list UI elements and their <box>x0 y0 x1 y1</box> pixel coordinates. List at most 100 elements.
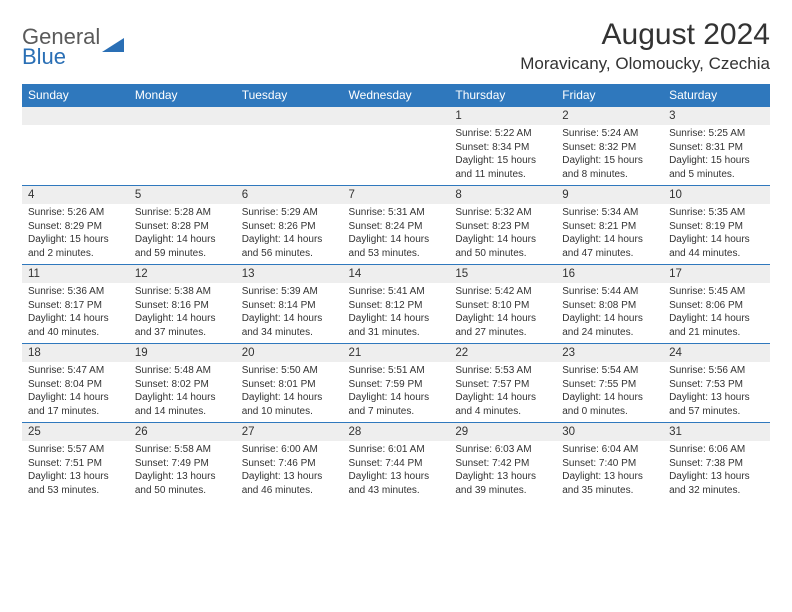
day-detail-line: Daylight: 15 hours and 11 minutes. <box>455 154 550 181</box>
day-number: 22 <box>449 344 556 363</box>
week-daynum-row: 18192021222324 <box>22 344 770 363</box>
day-detail-line: Sunrise: 5:25 AM <box>669 127 764 141</box>
day-detail-line: Sunset: 8:08 PM <box>562 299 657 313</box>
week-details-row: Sunrise: 5:26 AMSunset: 8:29 PMDaylight:… <box>22 204 770 265</box>
day-details: Sunrise: 6:06 AMSunset: 7:38 PMDaylight:… <box>663 441 770 501</box>
day-detail-line: Sunset: 8:21 PM <box>562 220 657 234</box>
day-detail-line: Sunset: 8:28 PM <box>135 220 230 234</box>
day-detail-line: Daylight: 14 hours and 0 minutes. <box>562 391 657 418</box>
day-number: 6 <box>236 186 343 205</box>
location-subtitle: Moravicany, Olomoucky, Czechia <box>520 54 770 74</box>
day-detail-line: Sunrise: 5:48 AM <box>135 364 230 378</box>
day-detail-line: Daylight: 14 hours and 4 minutes. <box>455 391 550 418</box>
week-details-row: Sunrise: 5:22 AMSunset: 8:34 PMDaylight:… <box>22 125 770 186</box>
day-details: Sunrise: 6:04 AMSunset: 7:40 PMDaylight:… <box>556 441 663 501</box>
day-detail-line: Sunrise: 5:22 AM <box>455 127 550 141</box>
day-detail-line: Sunrise: 5:45 AM <box>669 285 764 299</box>
day-detail-line: Sunrise: 5:50 AM <box>242 364 337 378</box>
day-detail-line: Sunset: 7:40 PM <box>562 457 657 471</box>
day-detail-line: Sunrise: 5:53 AM <box>455 364 550 378</box>
day-detail-line: Daylight: 14 hours and 27 minutes. <box>455 312 550 339</box>
day-details: Sunrise: 5:50 AMSunset: 8:01 PMDaylight:… <box>236 362 343 423</box>
day-header: Thursday <box>449 84 556 107</box>
day-detail-line: Sunrise: 6:00 AM <box>242 443 337 457</box>
week-daynum-row: 11121314151617 <box>22 265 770 284</box>
day-details: Sunrise: 5:34 AMSunset: 8:21 PMDaylight:… <box>556 204 663 265</box>
day-detail-line: Sunrise: 5:32 AM <box>455 206 550 220</box>
day-detail-line: Sunset: 8:32 PM <box>562 141 657 155</box>
day-details: Sunrise: 5:24 AMSunset: 8:32 PMDaylight:… <box>556 125 663 186</box>
day-details: Sunrise: 5:28 AMSunset: 8:28 PMDaylight:… <box>129 204 236 265</box>
day-detail-line: Sunrise: 5:34 AM <box>562 206 657 220</box>
day-detail-line: Sunset: 8:16 PM <box>135 299 230 313</box>
day-detail-line: Sunrise: 5:44 AM <box>562 285 657 299</box>
day-number: 10 <box>663 186 770 205</box>
day-detail-line: Sunrise: 6:03 AM <box>455 443 550 457</box>
day-detail-line: Sunrise: 5:24 AM <box>562 127 657 141</box>
day-number: 3 <box>663 107 770 126</box>
day-details: Sunrise: 5:29 AMSunset: 8:26 PMDaylight:… <box>236 204 343 265</box>
day-number: 29 <box>449 423 556 442</box>
day-detail-line: Daylight: 14 hours and 14 minutes. <box>135 391 230 418</box>
day-detail-line: Sunset: 8:10 PM <box>455 299 550 313</box>
day-number: 4 <box>22 186 129 205</box>
day-detail-line: Sunrise: 5:28 AM <box>135 206 230 220</box>
day-detail-line: Daylight: 14 hours and 31 minutes. <box>349 312 444 339</box>
day-detail-line: Daylight: 13 hours and 43 minutes. <box>349 470 444 497</box>
day-detail-line: Sunset: 8:01 PM <box>242 378 337 392</box>
day-detail-line: Daylight: 13 hours and 46 minutes. <box>242 470 337 497</box>
day-number: 24 <box>663 344 770 363</box>
day-details: Sunrise: 5:58 AMSunset: 7:49 PMDaylight:… <box>129 441 236 501</box>
month-title: August 2024 <box>520 18 770 52</box>
day-detail-line: Daylight: 13 hours and 32 minutes. <box>669 470 764 497</box>
day-number: 13 <box>236 265 343 284</box>
day-details: Sunrise: 5:39 AMSunset: 8:14 PMDaylight:… <box>236 283 343 344</box>
day-details: Sunrise: 5:26 AMSunset: 8:29 PMDaylight:… <box>22 204 129 265</box>
day-detail-line: Sunset: 8:24 PM <box>349 220 444 234</box>
day-header: Monday <box>129 84 236 107</box>
day-detail-line: Sunset: 8:14 PM <box>242 299 337 313</box>
day-number: 11 <box>22 265 129 284</box>
day-detail-line: Sunset: 7:46 PM <box>242 457 337 471</box>
day-detail-line: Sunrise: 5:36 AM <box>28 285 123 299</box>
day-detail-line: Sunset: 7:53 PM <box>669 378 764 392</box>
day-detail-line: Daylight: 14 hours and 40 minutes. <box>28 312 123 339</box>
day-number: 8 <box>449 186 556 205</box>
day-number: 17 <box>663 265 770 284</box>
day-detail-line: Sunrise: 5:26 AM <box>28 206 123 220</box>
day-details: Sunrise: 5:35 AMSunset: 8:19 PMDaylight:… <box>663 204 770 265</box>
day-details: Sunrise: 5:57 AMSunset: 7:51 PMDaylight:… <box>22 441 129 501</box>
day-detail-line: Sunset: 7:44 PM <box>349 457 444 471</box>
day-number: 30 <box>556 423 663 442</box>
day-detail-line: Daylight: 14 hours and 37 minutes. <box>135 312 230 339</box>
day-detail-line: Sunrise: 5:47 AM <box>28 364 123 378</box>
day-number: 15 <box>449 265 556 284</box>
day-detail-line: Sunset: 8:19 PM <box>669 220 764 234</box>
day-details: Sunrise: 5:51 AMSunset: 7:59 PMDaylight:… <box>343 362 450 423</box>
day-detail-line: Daylight: 14 hours and 34 minutes. <box>242 312 337 339</box>
day-detail-line: Daylight: 13 hours and 50 minutes. <box>135 470 230 497</box>
day-detail-line: Sunset: 8:12 PM <box>349 299 444 313</box>
day-number: 7 <box>343 186 450 205</box>
day-detail-line: Daylight: 13 hours and 53 minutes. <box>28 470 123 497</box>
day-detail-line: Sunset: 8:04 PM <box>28 378 123 392</box>
day-detail-line: Daylight: 14 hours and 47 minutes. <box>562 233 657 260</box>
day-detail-line: Sunrise: 5:57 AM <box>28 443 123 457</box>
day-detail-line: Sunrise: 5:31 AM <box>349 206 444 220</box>
day-number: 25 <box>22 423 129 442</box>
week-details-row: Sunrise: 5:57 AMSunset: 7:51 PMDaylight:… <box>22 441 770 501</box>
day-detail-line: Sunrise: 6:06 AM <box>669 443 764 457</box>
day-detail-line: Sunset: 7:57 PM <box>455 378 550 392</box>
day-detail-line: Daylight: 14 hours and 44 minutes. <box>669 233 764 260</box>
day-details: Sunrise: 5:36 AMSunset: 8:17 PMDaylight:… <box>22 283 129 344</box>
day-details: Sunrise: 5:44 AMSunset: 8:08 PMDaylight:… <box>556 283 663 344</box>
day-number: 14 <box>343 265 450 284</box>
day-number: 26 <box>129 423 236 442</box>
day-detail-line: Daylight: 14 hours and 24 minutes. <box>562 312 657 339</box>
day-number <box>236 107 343 126</box>
calendar-table: Sunday Monday Tuesday Wednesday Thursday… <box>22 84 770 501</box>
day-number <box>129 107 236 126</box>
day-number: 23 <box>556 344 663 363</box>
day-number <box>343 107 450 126</box>
logo-word-2: Blue <box>22 46 100 68</box>
